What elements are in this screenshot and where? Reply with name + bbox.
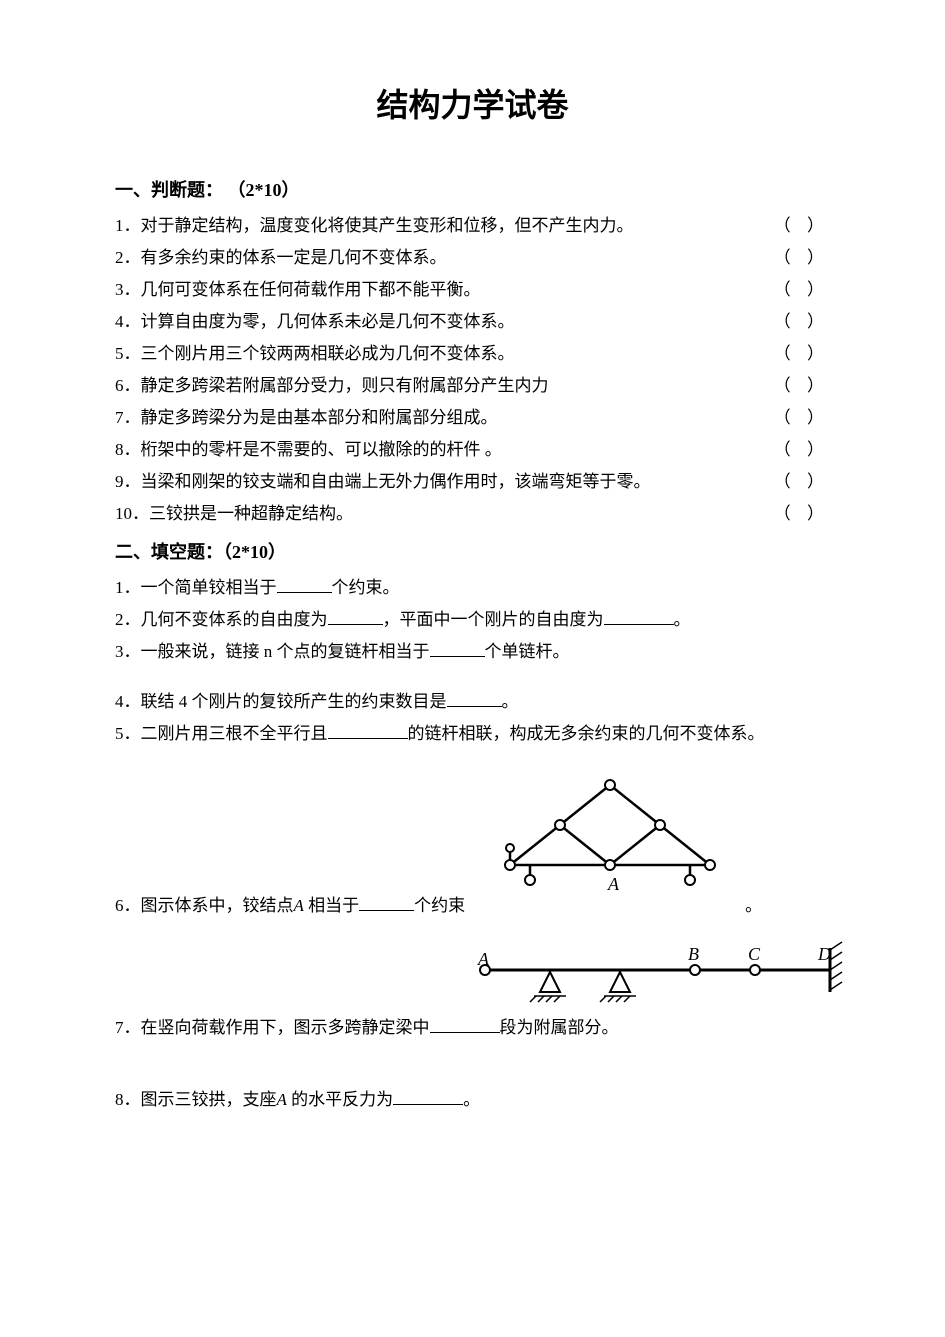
tf-text: 几何可变体系在任何荷载作用下都不能平衡。 — [141, 280, 481, 299]
fb-italic: A — [277, 1090, 287, 1109]
fb-text: 个约束。 — [332, 578, 400, 597]
tf-paren: （ ） — [774, 498, 830, 530]
fb-text: 个约束 — [414, 896, 465, 915]
tf-item: 10．三铰拱是一种超静定结构。 （ ） — [115, 498, 830, 530]
tf-paren: （ ） — [774, 402, 830, 434]
fb-num: 6． — [115, 896, 141, 915]
tf-text: 三铰拱是一种超静定结构。 — [149, 504, 353, 523]
tf-paren: （ ） — [774, 338, 830, 370]
fill-blank-item: 5．二刚片用三根不全平行且 的链杆相联，构成无多余约束的几何不变体系。 — [115, 718, 830, 750]
fill-blank-item: A B C D 7．在竖向荷载作用下，图示多跨静定梁中段为附属部分。 — [115, 1012, 830, 1044]
blank — [430, 1015, 500, 1033]
tf-num: 10． — [115, 504, 149, 523]
fb-num: 7． — [115, 1018, 141, 1037]
fb-text: 的链杆相联，构成无多余约束的几何不变体系。 — [408, 724, 765, 743]
tf-paren: （ ） — [774, 370, 830, 402]
blank — [359, 893, 414, 911]
fb-text: 。 — [674, 610, 691, 629]
beam-label-c: C — [748, 938, 760, 970]
tf-num: 5． — [115, 344, 141, 363]
fb-num: 8． — [115, 1090, 141, 1109]
truss-label-a: A — [608, 868, 619, 900]
fb-text: 在竖向荷载作用下，图示多跨静定梁中 — [141, 1018, 430, 1037]
blank — [277, 575, 332, 593]
fill-blank-item: 2．几何不变体系的自由度为 ，平面中一个刚片的自由度为 。 — [115, 604, 830, 636]
tf-item: 7．静定多跨梁分为是由基本部分和附属部分组成。 （ ） — [115, 402, 830, 434]
fb-text: 。 — [463, 1090, 480, 1109]
fb-text: 一个简单铰相当于 — [141, 578, 277, 597]
tf-text: 桁架中的零杆是不需要的、可以撤除的的杆件 。 — [141, 440, 502, 459]
blank — [430, 639, 485, 657]
fb-num: 3． — [115, 642, 141, 661]
fb-num: 2． — [115, 610, 141, 629]
tf-paren: （ ） — [774, 306, 830, 338]
fb-text: 联结 4 个刚片的复铰所产生的约束数目是 — [141, 692, 447, 711]
tf-paren: （ ） — [774, 210, 830, 242]
fb-text: 。 — [502, 692, 519, 711]
blank — [447, 689, 502, 707]
tf-paren: （ ） — [774, 242, 830, 274]
tf-num: 8． — [115, 440, 141, 459]
truss-diagram: A — [480, 770, 740, 890]
fb-text: 二刚片用三根不全平行且 — [141, 724, 328, 743]
tf-item: 4．计算自由度为零，几何体系未必是几何不变体系。 （ ） — [115, 306, 830, 338]
beam-label-a: A — [478, 943, 489, 975]
page-title: 结构力学试卷 — [115, 80, 830, 126]
fb-text: 。 — [745, 896, 762, 915]
fb-text: 个单链杆。 — [485, 642, 570, 661]
blank — [604, 607, 674, 625]
fb-text: 一般来说，链接 n 个点的复链杆相当于 — [141, 642, 430, 661]
fb-italic: A — [294, 896, 304, 915]
fill-blank-item: 4．联结 4 个刚片的复铰所产生的约束数目是 。 — [115, 686, 830, 718]
tf-text: 计算自由度为零，几何体系未必是几何不变体系。 — [141, 312, 515, 331]
tf-item: 5．三个刚片用三个铰两两相联必成为几何不变体系。 （ ） — [115, 338, 830, 370]
tf-num: 3． — [115, 280, 141, 299]
tf-item: 3．几何可变体系在任何荷载作用下都不能平衡。 （ ） — [115, 274, 830, 306]
fb-num: 1． — [115, 578, 141, 597]
tf-text: 静定多跨梁若附属部分受力，则只有附属部分产生内力 — [141, 376, 549, 395]
tf-paren: （ ） — [774, 434, 830, 466]
section-1-heading: 一、判断题： （2*10） — [115, 176, 830, 202]
tf-text: 有多余约束的体系一定是几何不变体系。 — [141, 248, 447, 267]
section-2-heading: 二、填空题：（2*10） — [115, 538, 830, 564]
tf-num: 6． — [115, 376, 141, 395]
fb-num: 5． — [115, 724, 141, 743]
tf-num: 4． — [115, 312, 141, 331]
fill-blank-item: 3．一般来说，链接 n 个点的复链杆相当于 个单链杆。 — [115, 636, 830, 668]
tf-text: 当梁和刚架的铰支端和自由端上无外力偶作用时，该端弯矩等于零。 — [141, 472, 651, 491]
tf-num: 7． — [115, 408, 141, 427]
tf-paren: （ ） — [774, 466, 830, 498]
fb-text: 图示三铰拱，支座 — [141, 1090, 277, 1109]
blank — [328, 721, 408, 739]
fill-blank-item: 1．一个简单铰相当于 个约束。 — [115, 572, 830, 604]
fill-blank-item: A 6．图示体系中，铰结点A 相当于个约束。 — [115, 890, 830, 922]
tf-paren: （ ） — [774, 274, 830, 306]
tf-text: 对于静定结构，温度变化将使其产生变形和位移，但不产生内力。 — [141, 216, 634, 235]
tf-item: 6．静定多跨梁若附属部分受力，则只有附属部分产生内力 （ ） — [115, 370, 830, 402]
tf-num: 9． — [115, 472, 141, 491]
blank — [328, 607, 383, 625]
tf-item: 1．对于静定结构，温度变化将使其产生变形和位移，但不产生内力。 （ ） — [115, 210, 830, 242]
tf-item: 9．当梁和刚架的铰支端和自由端上无外力偶作用时，该端弯矩等于零。 （ ） — [115, 466, 830, 498]
fb-text: 图示体系中，铰结点 — [141, 896, 294, 915]
tf-text: 三个刚片用三个铰两两相联必成为几何不变体系。 — [141, 344, 515, 363]
beam-label-b: B — [688, 938, 699, 970]
tf-item: 8．桁架中的零杆是不需要的、可以撤除的的杆件 。 （ ） — [115, 434, 830, 466]
blank — [393, 1087, 463, 1105]
tf-text: 静定多跨梁分为是由基本部分和附属部分组成。 — [141, 408, 498, 427]
tf-num: 1． — [115, 216, 141, 235]
fb-text: ，平面中一个刚片的自由度为 — [383, 610, 604, 629]
beam-diagram: A B C D — [470, 940, 850, 1012]
fb-text: 相当于 — [308, 896, 359, 915]
fb-text: 几何不变体系的自由度为 — [141, 610, 328, 629]
tf-item: 2．有多余约束的体系一定是几何不变体系。 （ ） — [115, 242, 830, 274]
tf-num: 2． — [115, 248, 141, 267]
beam-label-d: D — [818, 938, 831, 970]
fb-num: 4． — [115, 692, 141, 711]
fill-blank-item: 8．图示三铰拱，支座A 的水平反力为 。 — [115, 1084, 830, 1116]
fb-text: 的水平反力为 — [291, 1090, 393, 1109]
fb-text: 段为附属部分。 — [500, 1018, 619, 1037]
